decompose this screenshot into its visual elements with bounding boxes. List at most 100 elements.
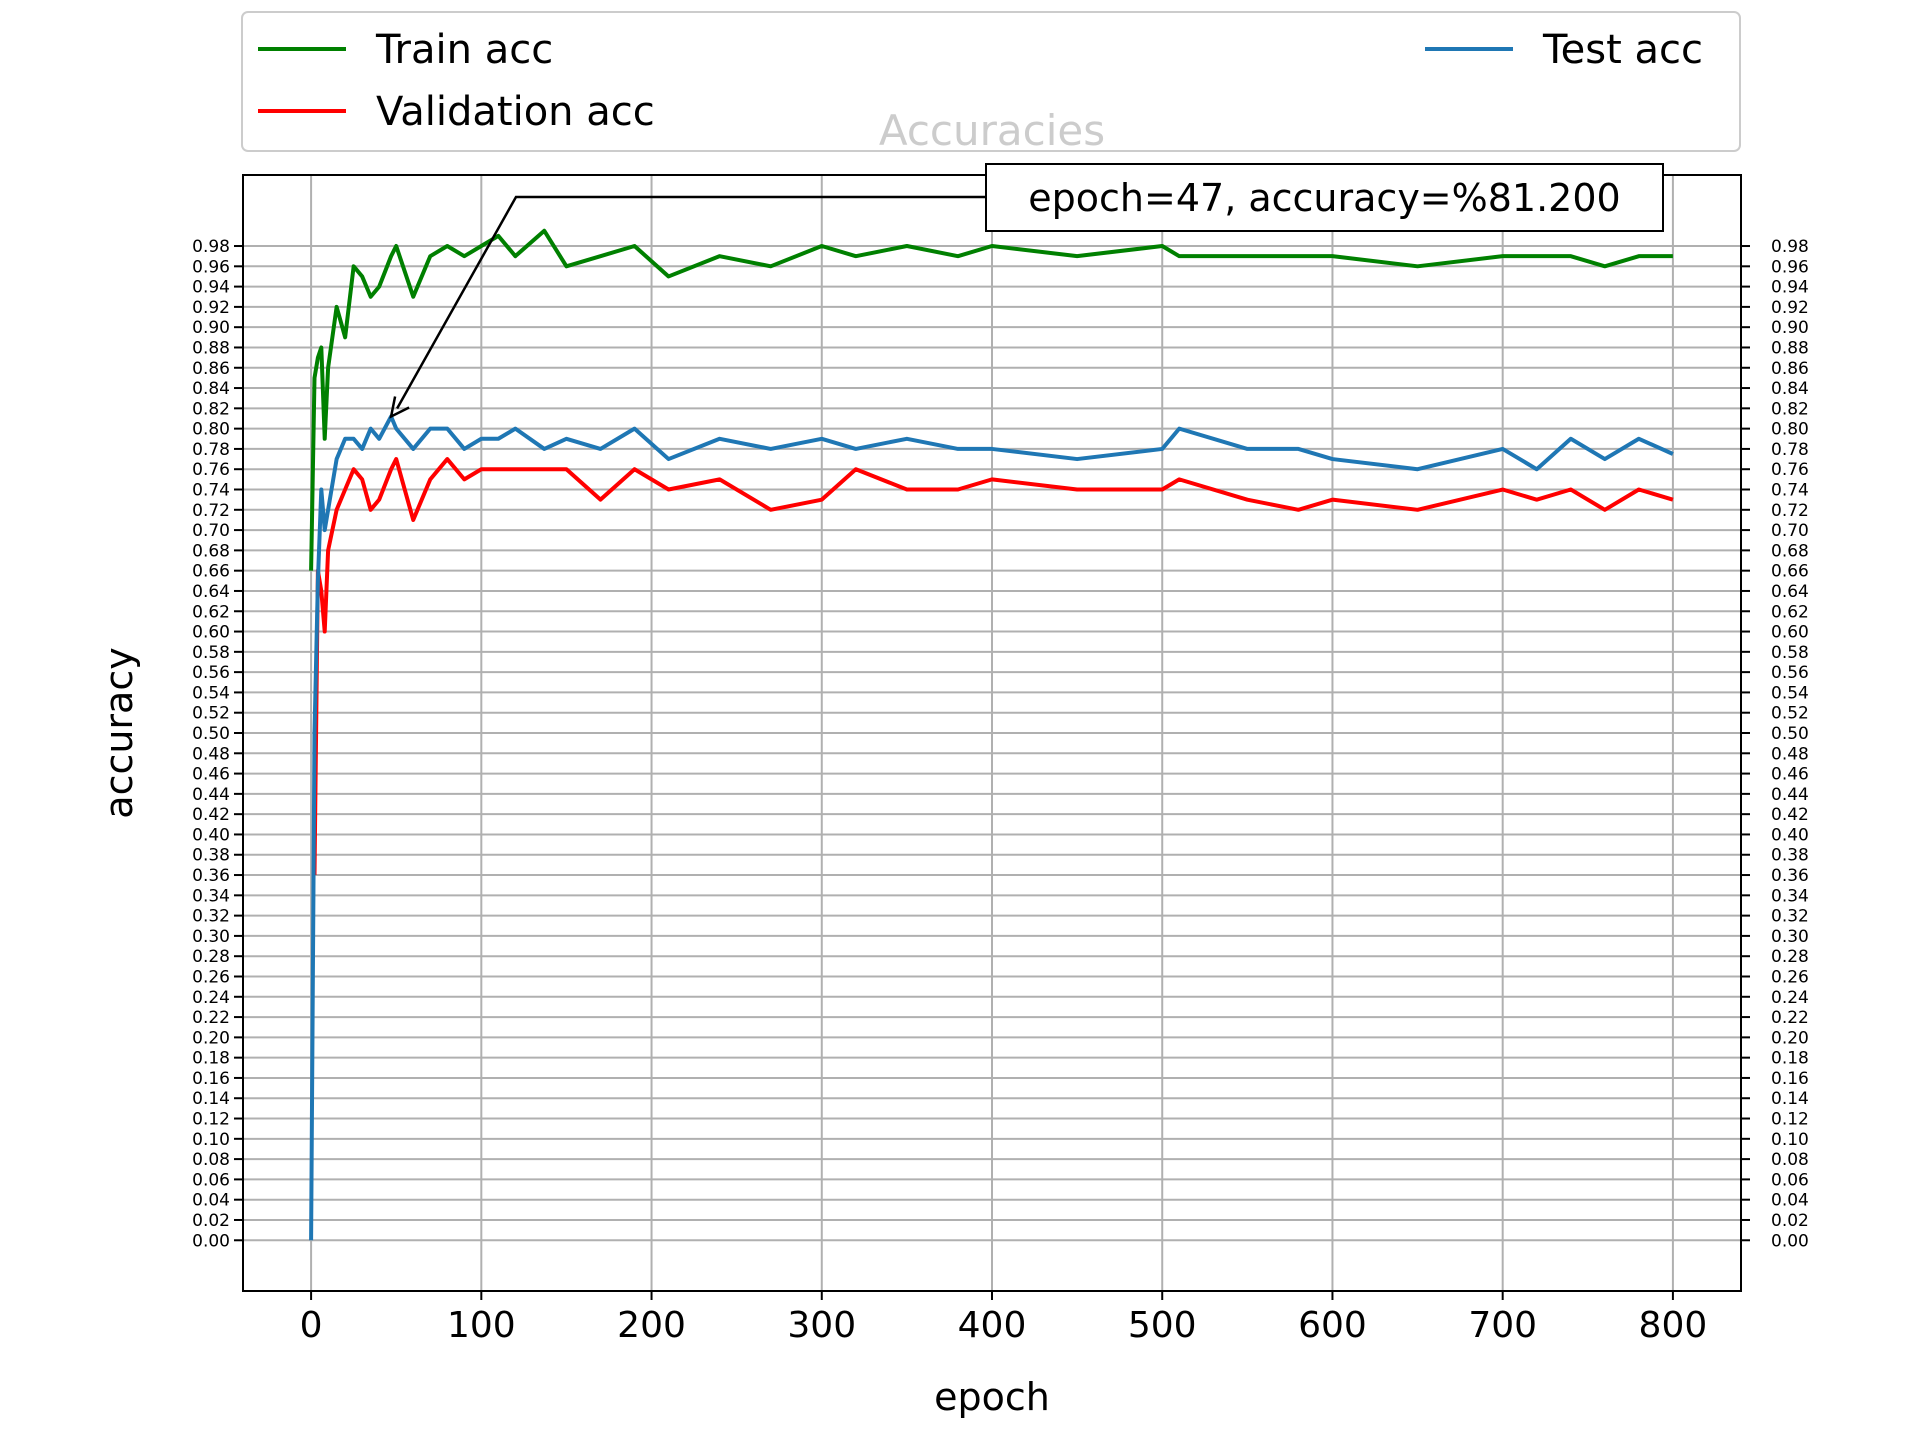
y-tick-label: 0.22 [192,1008,230,1028]
series-line [309,228,1673,571]
grid [243,175,1741,1291]
y-tick-label-right: 0.98 [1771,237,1809,257]
y-tick-label: 0.18 [192,1049,230,1069]
y-tick-label: 0.14 [192,1089,230,1109]
x-tick-label: 500 [1128,1305,1197,1346]
y-tick-label-right: 0.52 [1771,704,1809,724]
y-tick-label-right: 0.88 [1771,338,1809,358]
y-tick-label-right: 0.12 [1771,1110,1809,1130]
y-tick-label: 0.78 [192,440,230,460]
y-tick-label-right: 0.78 [1771,440,1809,460]
y-tick-label: 0.26 [192,967,230,987]
y-tick-label: 0.24 [192,988,230,1008]
y-tick-label-right: 0.86 [1771,359,1809,379]
y-tick-label-right: 0.06 [1771,1170,1809,1190]
y-tick-label-right: 0.72 [1771,501,1809,521]
y-tick-label: 0.32 [192,907,230,927]
y-tick-label: 0.00 [192,1231,230,1251]
y-tick-label-right: 0.22 [1771,1008,1809,1028]
x-tick-label: 600 [1298,1305,1367,1346]
y-tick-label: 0.76 [192,460,230,480]
y-tick-label-right: 0.82 [1771,399,1809,419]
y-tick-label-right: 0.14 [1771,1089,1809,1109]
y-tick-label: 0.50 [192,724,230,744]
annotation-box [985,163,1664,232]
y-tick-label-right: 0.70 [1771,521,1809,541]
y-tick-label: 0.80 [192,420,230,440]
y-tick-label: 0.58 [192,643,230,663]
y-tick-label: 0.90 [192,318,230,338]
legend: Train acc Validation acc Test acc [241,11,1741,152]
y-tick-label: 0.42 [192,805,230,825]
y-tick-label-right: 0.56 [1771,663,1809,683]
y-tick-label-right: 0.50 [1771,724,1809,744]
y-tick-label: 0.38 [192,846,230,866]
y-tick-label-right: 0.80 [1771,420,1809,440]
y-tick-label: 0.54 [192,683,230,703]
y-tick-label: 0.70 [192,521,230,541]
y-tick-label-right: 0.40 [1771,825,1809,845]
legend-label: Validation acc [376,89,655,135]
x-tick-label: 200 [617,1305,686,1346]
y-tick-label: 0.28 [192,947,230,967]
y-axis-label: accuracy [97,647,141,818]
y-tick-label: 0.72 [192,501,230,521]
y-tick-label: 0.10 [192,1130,230,1150]
y-tick-label-right: 0.36 [1771,866,1809,886]
y-tick-label: 0.12 [192,1110,230,1130]
y-tick-label-right: 0.28 [1771,947,1809,967]
y-tick-label-right: 0.18 [1771,1049,1809,1069]
y-tick-label: 0.74 [192,481,230,501]
y-tick-label: 0.34 [192,886,230,906]
y-tick-label: 0.84 [192,379,230,399]
y-tick-label: 0.68 [192,541,230,561]
y-tick-label-right: 0.34 [1771,886,1809,906]
y-tick-label-right: 0.08 [1771,1150,1809,1170]
lines [309,228,1674,1241]
y-tick-label-right: 0.48 [1771,744,1809,764]
y-tick-label-right: 0.32 [1771,907,1809,927]
y-tick-label: 0.96 [192,257,230,277]
y-tick-label: 0.08 [192,1150,230,1170]
y-tick-label-right: 0.90 [1771,318,1809,338]
y-tick-label: 0.52 [192,704,230,724]
y-tick-label-right: 0.30 [1771,927,1809,947]
y-tick-label: 0.60 [192,623,230,643]
y-tick-label-right: 0.58 [1771,643,1809,663]
x-axis-label: epoch [934,1375,1050,1419]
y-tick-label-right: 0.42 [1771,805,1809,825]
legend-label: Test acc [1542,27,1703,73]
y-tick-label: 0.16 [192,1069,230,1089]
y-tick-label-right: 0.44 [1771,785,1809,805]
legend-label: Train acc [375,27,553,73]
y-tick-label-right: 0.04 [1771,1191,1809,1211]
annotation-arrowhead [389,396,410,419]
y-tick-label-right: 0.60 [1771,623,1809,643]
y-tick-label-right: 0.94 [1771,278,1809,298]
y-tick-label: 0.98 [192,237,230,257]
y-tick-label-right: 0.10 [1771,1130,1809,1150]
y-tick-label: 0.06 [192,1170,230,1190]
y-tick-label: 0.46 [192,765,230,785]
y-tick-label-right: 0.96 [1771,257,1809,277]
y-tick-label-right: 0.00 [1771,1231,1809,1251]
y-tick-label: 0.04 [192,1191,230,1211]
y-tick-label-right: 0.92 [1771,298,1809,318]
y-tick-label-right: 0.62 [1771,602,1809,622]
y-tick-label-right: 0.74 [1771,481,1809,501]
y-tick-label: 0.44 [192,785,230,805]
y-tick-label-right: 0.84 [1771,379,1809,399]
y-tick-label: 0.86 [192,359,230,379]
y-tick-label: 0.88 [192,338,230,358]
annotation-text: epoch=47, accuracy=%81.200 [1028,176,1620,220]
x-tick-label: 100 [447,1305,516,1346]
y-tick-label-right: 0.02 [1771,1211,1809,1231]
y-tick-label: 0.82 [192,399,230,419]
chart-title: Accuracies [879,106,1105,155]
y-tick-label: 0.36 [192,866,230,886]
y-tick-label-right: 0.16 [1771,1069,1809,1089]
y-tick-label: 0.20 [192,1028,230,1048]
y-tick-label: 0.40 [192,825,230,845]
